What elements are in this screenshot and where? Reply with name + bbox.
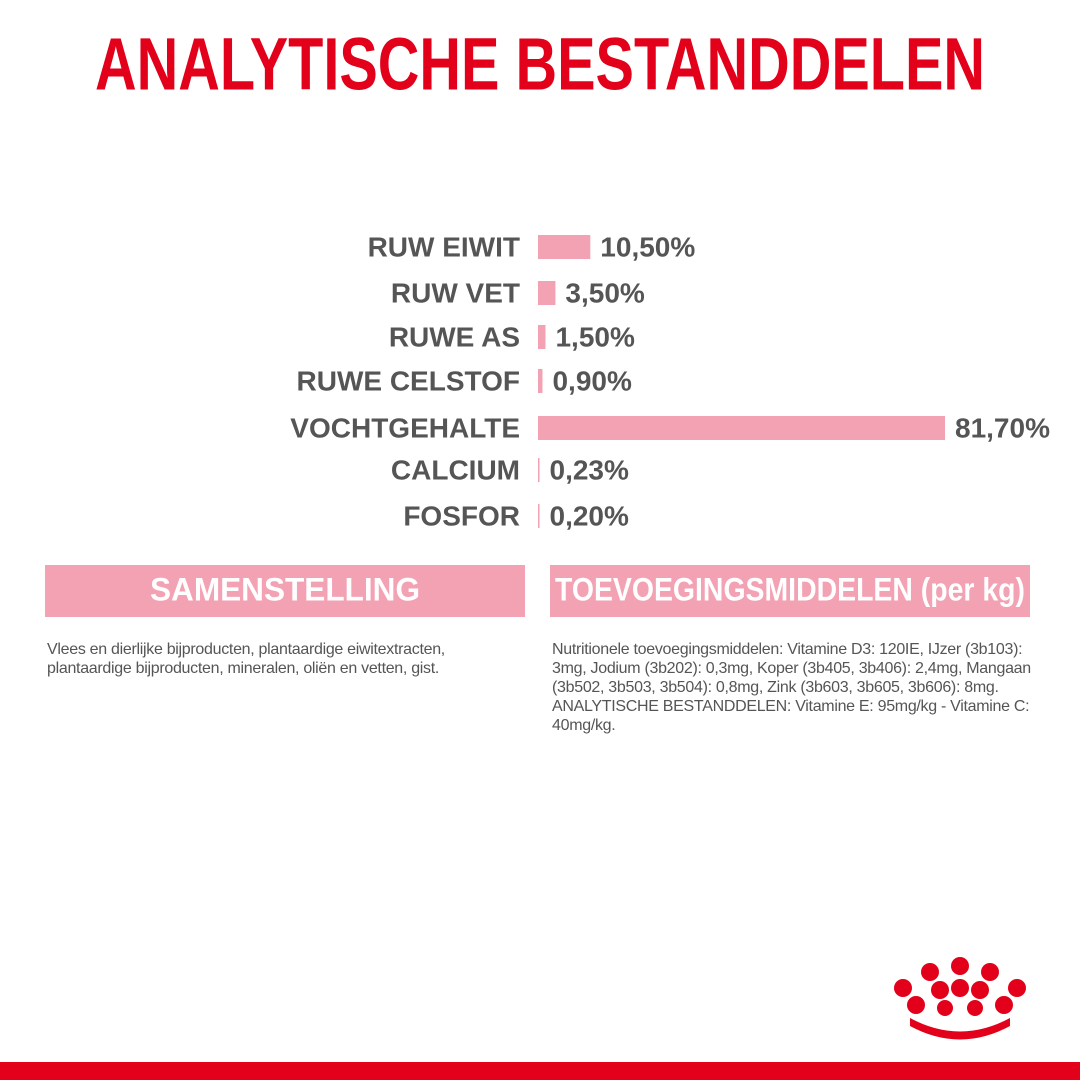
- bar: [538, 504, 540, 528]
- paragraph: Nutritionele toevoegingsmiddelen: Vitami…: [552, 641, 1031, 696]
- value-label: 1,50%: [555, 321, 634, 352]
- chart-title: ANALYTISCHE BESTANDDELEN: [95, 23, 985, 106]
- bar: [538, 235, 591, 259]
- value-label: 0,23%: [550, 454, 629, 485]
- value-label: 3,50%: [565, 277, 644, 308]
- category-label: FOSFOR: [403, 500, 520, 531]
- bar: [538, 325, 546, 349]
- paragraph: Vlees en dierlijke bijproducten, plantaa…: [47, 641, 445, 677]
- section-heading: SAMENSTELLING: [150, 571, 420, 607]
- bar: [538, 458, 540, 482]
- category-label: RUW EIWIT: [368, 231, 520, 262]
- additives-text: Nutritionele toevoegingsmiddelen: Vitami…: [552, 640, 1032, 735]
- value-label: 81,70%: [955, 412, 1050, 443]
- category-label: CALCIUM: [391, 454, 520, 485]
- value-label: 0,20%: [550, 500, 629, 531]
- paragraph: ANALYTISCHE BESTANDDELEN: Vitamine E: 95…: [552, 698, 1030, 734]
- value-label: 10,50%: [600, 231, 695, 262]
- logo: [894, 957, 1026, 1040]
- value-label: 0,90%: [552, 365, 631, 396]
- section-header-bg: [45, 565, 525, 617]
- category-label: VOCHTGEHALTE: [290, 412, 520, 443]
- section-heading: TOEVOEGINGSMIDDELEN (per kg): [555, 571, 1025, 607]
- bar: [538, 281, 556, 305]
- bar: [538, 416, 945, 440]
- bar: [538, 369, 543, 393]
- category-label: RUWE CELSTOF: [297, 365, 520, 396]
- category-label: RUW VET: [391, 277, 520, 308]
- footer-bar: [0, 1062, 1080, 1080]
- category-label: RUWE AS: [389, 321, 520, 352]
- composition-text: Vlees en dierlijke bijproducten, plantaa…: [47, 640, 527, 678]
- section-header-bg: [550, 565, 1030, 617]
